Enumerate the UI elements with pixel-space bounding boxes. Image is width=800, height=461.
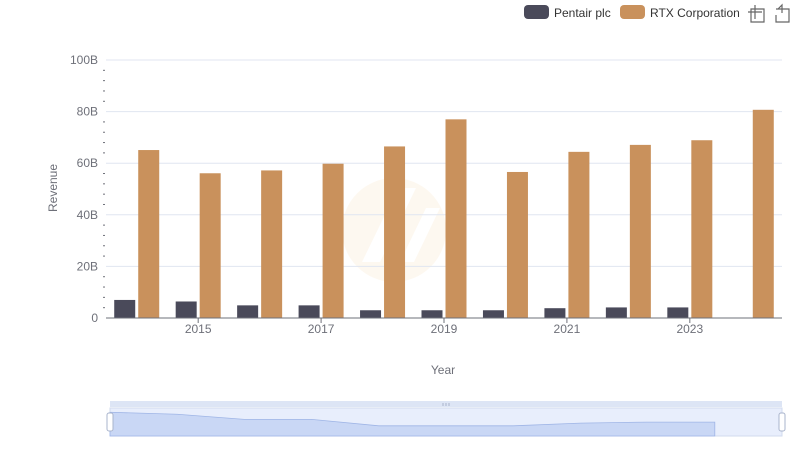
x-tick-label: 2015: [185, 322, 212, 336]
y-tick-label: 40B: [77, 208, 98, 222]
bar-rtx-corporation-2020[interactable]: [506, 171, 528, 318]
zoom-handle-right[interactable]: [778, 412, 786, 432]
bar-pentair-plc-2023[interactable]: [667, 307, 689, 318]
x-tick-label: 2019: [431, 322, 458, 336]
bar-rtx-corporation-2016[interactable]: [261, 170, 283, 318]
x-axis-title: Year: [431, 363, 455, 377]
bar-pentair-plc-2014[interactable]: [114, 299, 136, 318]
legend-swatch-pentair[interactable]: [524, 5, 549, 19]
bar-rtx-corporation-2022[interactable]: [629, 144, 651, 318]
bar-rtx-corporation-2014[interactable]: [138, 150, 160, 318]
zoom-select-icon[interactable]: [748, 5, 765, 23]
data-zoom-slider[interactable]: [106, 401, 786, 437]
bar-rtx-corporation-2018[interactable]: [384, 146, 406, 318]
bar-pentair-plc-2022[interactable]: [605, 307, 627, 318]
legend-label-pentair[interactable]: Pentair plc: [554, 6, 611, 20]
legend-swatch-rtx[interactable]: [620, 5, 645, 19]
bar-rtx-corporation-2021[interactable]: [568, 151, 590, 318]
y-tick-label: 60B: [77, 156, 98, 170]
bar-rtx-corporation-2019[interactable]: [445, 119, 467, 318]
bar-pentair-plc-2015[interactable]: [175, 301, 197, 318]
zoom-preview-area: [109, 411, 716, 437]
bar-pentair-plc-2016[interactable]: [237, 305, 259, 318]
y-axis-title: Revenue: [46, 164, 60, 212]
bar-pentair-plc-2020[interactable]: [482, 310, 504, 318]
bar-rtx-corporation-2023[interactable]: [691, 140, 713, 318]
y-tick-label: 80B: [77, 105, 98, 119]
x-tick-label: 2021: [554, 322, 581, 336]
y-tick-label: 0: [91, 311, 98, 325]
restore-icon[interactable]: [775, 3, 790, 23]
y-tick-label: 100B: [70, 53, 98, 67]
legend-label-rtx[interactable]: RTX Corporation: [650, 6, 740, 20]
bar-pentair-plc-2021[interactable]: [544, 308, 566, 318]
bar-rtx-corporation-2024[interactable]: [752, 109, 774, 318]
bar-rtx-corporation-2017[interactable]: [322, 163, 344, 318]
bar-pentair-plc-2019[interactable]: [421, 310, 443, 318]
bar-rtx-corporation-2015[interactable]: [199, 173, 221, 318]
y-tick-label: 20B: [77, 259, 98, 273]
bar-pentair-plc-2018[interactable]: [360, 310, 382, 318]
x-tick-label: 2023: [676, 322, 703, 336]
zoom-handle-left[interactable]: [106, 412, 114, 432]
bar-pentair-plc-2017[interactable]: [298, 305, 320, 318]
x-tick-label: 2017: [308, 322, 335, 336]
zoom-grip-icon[interactable]: [442, 403, 450, 406]
legend[interactable]: Pentair plc RTX Corporation: [524, 5, 740, 20]
